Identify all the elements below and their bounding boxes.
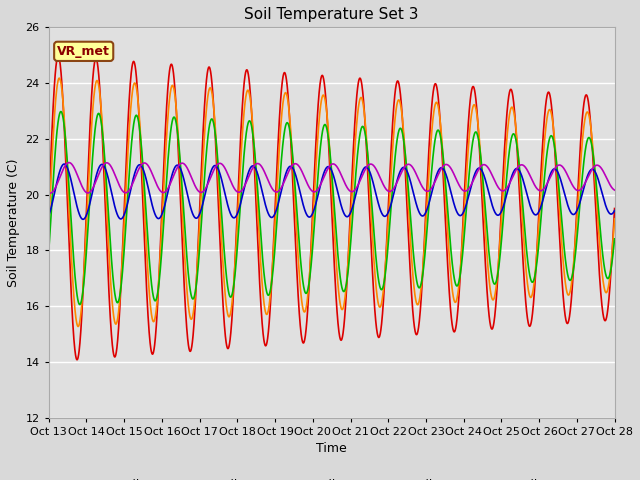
Tsoil -2cm [262, 343, 270, 348]
Tsoil -16cm [143, 181, 151, 187]
Tsoil -8cm [262, 287, 270, 292]
Tsoil -2cm [110, 352, 118, 358]
Tsoil -4cm [110, 313, 118, 319]
Tsoil -32cm [611, 187, 618, 193]
Tsoil -32cm [287, 165, 294, 171]
Tsoil -16cm [45, 212, 52, 218]
Tsoil -16cm [262, 204, 270, 210]
Tsoil -32cm [46, 190, 54, 196]
Tsoil -8cm [76, 301, 84, 307]
Tsoil -4cm [143, 259, 151, 264]
Tsoil -4cm [262, 311, 270, 317]
Tsoil -32cm [600, 169, 607, 175]
Tsoil -4cm [539, 160, 547, 166]
Line: Tsoil -16cm: Tsoil -16cm [49, 164, 614, 219]
Line: Tsoil -4cm: Tsoil -4cm [49, 78, 614, 326]
Tsoil -16cm [110, 199, 118, 205]
Tsoil -4cm [56, 75, 63, 81]
Tsoil -2cm [611, 205, 618, 211]
Line: Tsoil -2cm: Tsoil -2cm [49, 56, 614, 360]
Tsoil -32cm [45, 190, 52, 196]
Tsoil -4cm [611, 216, 618, 222]
Tsoil -2cm [45, 205, 52, 211]
Tsoil -8cm [600, 261, 607, 266]
Line: Tsoil -8cm: Tsoil -8cm [49, 111, 614, 304]
Tsoil -8cm [110, 282, 118, 288]
Tsoil -32cm [65, 160, 73, 166]
Tsoil -2cm [143, 300, 151, 305]
Text: VR_met: VR_met [57, 45, 110, 58]
Tsoil -32cm [539, 187, 547, 192]
Tsoil -4cm [287, 127, 294, 132]
Legend: Tsoil -2cm, Tsoil -4cm, Tsoil -8cm, Tsoil -16cm, Tsoil -32cm: Tsoil -2cm, Tsoil -4cm, Tsoil -8cm, Tsoi… [80, 474, 583, 480]
Tsoil -2cm [73, 357, 81, 362]
Tsoil -4cm [600, 283, 607, 288]
Tsoil -32cm [262, 173, 270, 179]
Title: Soil Temperature Set 3: Soil Temperature Set 3 [244, 7, 419, 22]
Tsoil -8cm [57, 108, 65, 114]
Tsoil -32cm [110, 169, 118, 175]
Tsoil -8cm [611, 236, 618, 242]
Tsoil -4cm [74, 324, 82, 329]
Tsoil -2cm [54, 53, 62, 59]
Line: Tsoil -32cm: Tsoil -32cm [49, 163, 614, 193]
Tsoil -16cm [287, 163, 294, 169]
Tsoil -16cm [60, 161, 68, 167]
Tsoil -8cm [143, 228, 151, 234]
Tsoil -8cm [539, 193, 547, 199]
Y-axis label: Soil Temperature (C): Soil Temperature (C) [7, 158, 20, 287]
Tsoil -8cm [287, 133, 294, 139]
Tsoil -32cm [143, 162, 151, 168]
Tsoil -8cm [45, 248, 52, 254]
Tsoil -16cm [79, 216, 87, 222]
X-axis label: Time: Time [316, 442, 347, 455]
Tsoil -2cm [287, 134, 294, 140]
Tsoil -16cm [600, 197, 607, 203]
Tsoil -2cm [600, 315, 607, 321]
Tsoil -4cm [45, 223, 52, 228]
Tsoil -2cm [539, 137, 547, 143]
Tsoil -16cm [539, 197, 547, 203]
Tsoil -16cm [611, 208, 618, 214]
